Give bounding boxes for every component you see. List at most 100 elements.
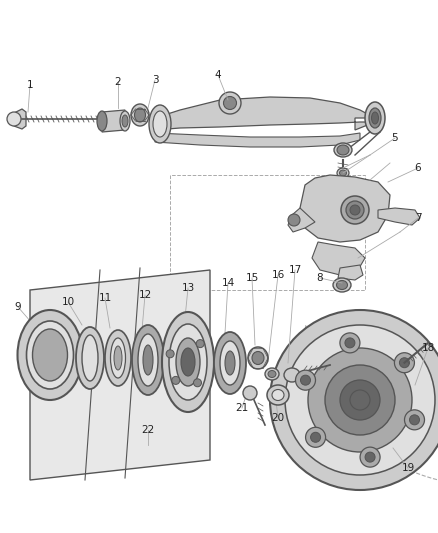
Ellipse shape: [162, 312, 214, 412]
Polygon shape: [102, 110, 125, 132]
Ellipse shape: [134, 108, 145, 122]
Ellipse shape: [336, 280, 347, 289]
Ellipse shape: [272, 390, 284, 400]
Ellipse shape: [138, 334, 158, 386]
Circle shape: [300, 375, 311, 385]
Ellipse shape: [369, 108, 381, 128]
Ellipse shape: [153, 111, 167, 137]
Ellipse shape: [333, 278, 351, 292]
Ellipse shape: [252, 351, 264, 365]
Circle shape: [270, 310, 438, 490]
Circle shape: [196, 340, 204, 348]
Circle shape: [296, 370, 315, 390]
Ellipse shape: [132, 325, 164, 395]
Circle shape: [166, 350, 174, 358]
Ellipse shape: [214, 332, 246, 394]
Circle shape: [340, 380, 380, 420]
Text: 21: 21: [235, 403, 249, 413]
Circle shape: [345, 338, 355, 348]
Circle shape: [306, 427, 325, 447]
Circle shape: [395, 353, 414, 373]
Ellipse shape: [223, 96, 237, 109]
Ellipse shape: [181, 348, 195, 376]
Circle shape: [405, 410, 424, 430]
Bar: [170, 175, 365, 290]
Ellipse shape: [243, 386, 257, 400]
Ellipse shape: [27, 321, 74, 389]
Circle shape: [194, 379, 201, 387]
Ellipse shape: [82, 335, 98, 381]
Ellipse shape: [110, 338, 126, 378]
Circle shape: [350, 390, 370, 410]
Ellipse shape: [97, 111, 107, 131]
Ellipse shape: [267, 385, 289, 405]
Polygon shape: [14, 109, 26, 129]
Text: 5: 5: [392, 133, 398, 143]
Ellipse shape: [339, 170, 346, 176]
Polygon shape: [338, 265, 363, 280]
Ellipse shape: [120, 111, 130, 131]
Circle shape: [410, 415, 420, 425]
Ellipse shape: [169, 324, 207, 400]
Polygon shape: [30, 270, 210, 480]
Ellipse shape: [220, 341, 240, 385]
Ellipse shape: [114, 346, 122, 370]
Circle shape: [325, 365, 395, 435]
Polygon shape: [378, 208, 420, 225]
Ellipse shape: [337, 168, 349, 178]
Ellipse shape: [268, 370, 276, 377]
Ellipse shape: [18, 310, 82, 400]
Text: 17: 17: [288, 265, 302, 275]
Ellipse shape: [143, 345, 153, 375]
Text: 22: 22: [141, 425, 155, 435]
Ellipse shape: [32, 329, 67, 381]
Ellipse shape: [337, 145, 349, 155]
Ellipse shape: [149, 105, 171, 143]
Circle shape: [399, 358, 410, 368]
Text: 2: 2: [115, 77, 121, 87]
Text: 3: 3: [152, 75, 158, 85]
Text: 19: 19: [401, 463, 415, 473]
Polygon shape: [155, 133, 360, 147]
Ellipse shape: [334, 143, 352, 157]
Text: 6: 6: [415, 163, 421, 173]
Circle shape: [311, 432, 321, 442]
Text: 1: 1: [27, 80, 33, 90]
Circle shape: [365, 452, 375, 462]
Ellipse shape: [76, 327, 104, 389]
Ellipse shape: [371, 112, 378, 124]
Text: 12: 12: [138, 290, 152, 300]
Text: 8: 8: [317, 273, 323, 283]
Polygon shape: [300, 175, 390, 242]
Ellipse shape: [131, 104, 149, 126]
Text: 10: 10: [61, 297, 74, 307]
Circle shape: [172, 376, 180, 384]
Ellipse shape: [248, 347, 268, 369]
Text: 14: 14: [221, 278, 235, 288]
Text: 7: 7: [415, 213, 421, 223]
Circle shape: [340, 333, 360, 353]
Circle shape: [285, 325, 435, 475]
Text: 4: 4: [215, 70, 221, 80]
Ellipse shape: [365, 102, 385, 134]
Text: 15: 15: [245, 273, 258, 283]
Circle shape: [360, 447, 380, 467]
Text: 20: 20: [272, 413, 285, 423]
Polygon shape: [155, 97, 375, 130]
Text: 11: 11: [99, 293, 112, 303]
Text: 9: 9: [15, 302, 21, 312]
Ellipse shape: [341, 196, 369, 224]
Ellipse shape: [288, 214, 300, 226]
Ellipse shape: [122, 115, 128, 127]
Ellipse shape: [225, 351, 235, 375]
Ellipse shape: [176, 338, 200, 386]
Circle shape: [308, 348, 412, 452]
Text: 13: 13: [181, 283, 194, 293]
Ellipse shape: [265, 368, 279, 380]
Ellipse shape: [219, 92, 241, 114]
Ellipse shape: [346, 201, 364, 219]
Text: 18: 18: [421, 343, 434, 353]
Ellipse shape: [350, 205, 360, 215]
Ellipse shape: [284, 368, 300, 382]
Ellipse shape: [105, 330, 131, 386]
